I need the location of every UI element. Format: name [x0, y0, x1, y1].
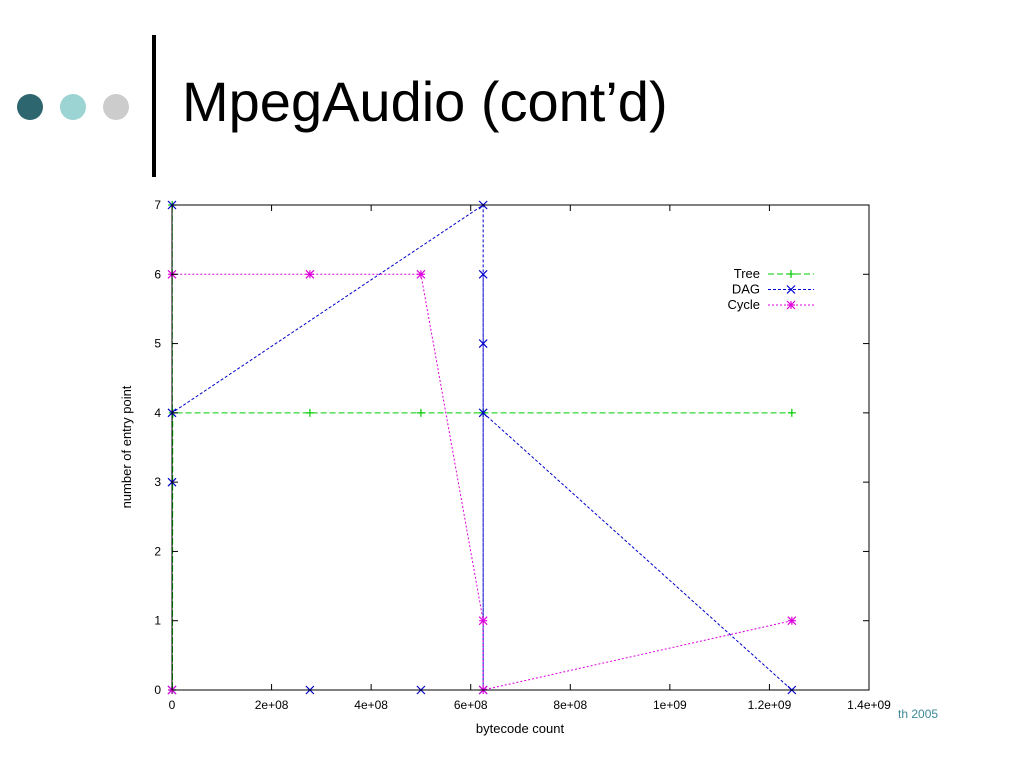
series-layer [167, 200, 797, 695]
x-tick-label: 6e+08 [454, 698, 488, 712]
data-point [478, 339, 488, 348]
y-tick-label: 1 [154, 614, 161, 628]
data-point [416, 408, 425, 417]
legend-label: Tree [734, 266, 760, 281]
x-tick-label: 1e+09 [653, 698, 687, 712]
series-dag [172, 205, 793, 690]
series-line [172, 205, 793, 690]
x-tick-label: 4e+08 [354, 698, 388, 712]
legend-marker [786, 285, 796, 294]
slide-footer: th 2005 [898, 707, 939, 721]
slide-title: MpegAudio (cont’d) [182, 70, 668, 133]
series-cycle [172, 273, 792, 690]
x-tick-label: 8e+08 [553, 698, 587, 712]
data-point [478, 616, 488, 626]
legend-marker [786, 300, 796, 310]
data-point [416, 269, 426, 279]
series-line [172, 273, 792, 690]
data-point [787, 616, 797, 626]
plot-frame [171, 204, 870, 691]
tick-layer: 0 2e+08 4e+08 6e+08 8e+08 1e+09 1.2e+09 1.4e+09… [154, 198, 891, 712]
data-point [787, 408, 796, 417]
y-tick-label: 4 [154, 406, 161, 420]
x-tick-label: 0 [169, 698, 176, 712]
bullet-dot-gray [103, 94, 129, 120]
x-tick-label: 1.2e+09 [748, 698, 792, 712]
x-tick-label: 1.4e+09 [847, 698, 891, 712]
title-divider [152, 35, 156, 177]
legend-label: Cycle [727, 297, 760, 312]
y-tick-label: 7 [154, 198, 161, 212]
y-tick-label: 0 [154, 683, 161, 697]
data-point [478, 408, 488, 418]
bullet-dot-dark [17, 94, 43, 120]
bullet-dot-light [60, 94, 86, 120]
x-axis-label: bytecode count [476, 721, 565, 736]
x-tick-label: 2e+08 [255, 698, 289, 712]
series-tree [172, 205, 792, 690]
y-tick-label: 5 [154, 337, 161, 351]
y-tick-label: 3 [154, 475, 161, 489]
data-point [305, 269, 315, 279]
legend-marker [787, 270, 795, 278]
series-line [172, 205, 792, 690]
y-axis-label: number of entry point [119, 385, 134, 508]
legend-label: DAG [732, 282, 760, 297]
data-point [305, 408, 314, 417]
data-point [478, 269, 488, 279]
y-tick-label: 6 [154, 267, 161, 281]
y-tick-label: 2 [154, 544, 161, 558]
